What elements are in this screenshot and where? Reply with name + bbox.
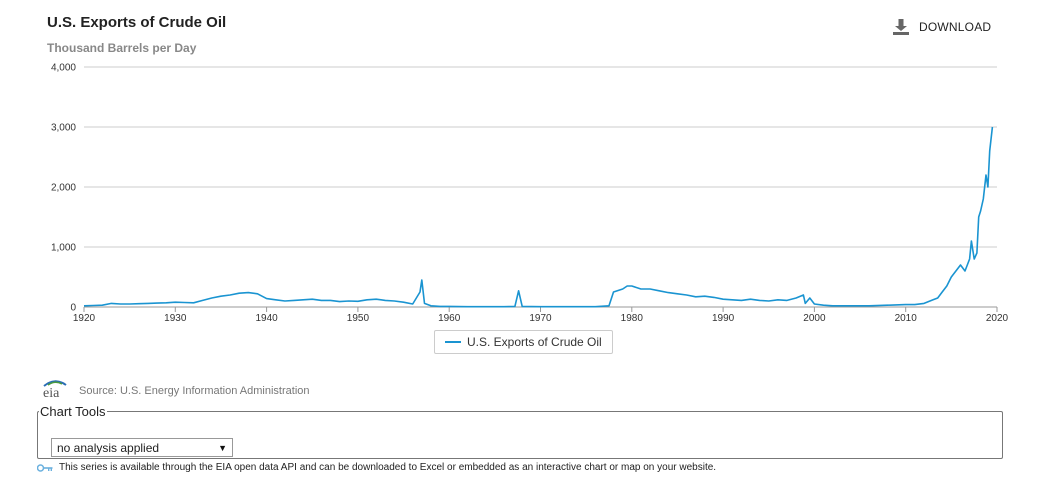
chart-plot: 0 1,000 2,000 3,000 4,000 1920 1930 1940 1950 196…: [51, 63, 1009, 325]
download-icon: [893, 19, 909, 35]
svg-text:eia: eia: [43, 386, 60, 399]
eia-logo: eia: [43, 380, 67, 399]
y-tick-label: 4,000: [51, 63, 76, 74]
x-tick-label: 1940: [255, 313, 278, 324]
x-tick-label: 2000: [803, 313, 826, 324]
legend-item[interactable]: U.S. Exports of Crude Oil: [434, 330, 613, 354]
x-tick-label: 1970: [529, 313, 552, 324]
dropdown-arrow-icon: ▼: [218, 442, 227, 453]
y-tick-label: 1,000: [51, 243, 76, 254]
y-tick-label: 0: [70, 303, 76, 314]
api-note: This series is available through the EIA…: [37, 462, 716, 473]
chart-subtitle: Thousand Barrels per Day: [47, 41, 197, 55]
source-text: Source: U.S. Energy Information Administ…: [79, 385, 310, 397]
chart-tools-panel: Chart Tools no analysis applied ▼: [37, 404, 1003, 459]
chart-title: U.S. Exports of Crude Oil: [47, 14, 227, 31]
x-tick-label: 2020: [986, 313, 1009, 324]
x-tick-label: 1920: [73, 313, 96, 324]
y-tick-label: 2,000: [51, 183, 76, 194]
x-tick-label: 1960: [438, 313, 461, 324]
x-tick-label: 2010: [895, 313, 918, 324]
legend-label: U.S. Exports of Crude Oil: [467, 335, 602, 349]
download-button[interactable]: DOWNLOAD: [893, 18, 991, 36]
x-tick-label: 1980: [621, 313, 644, 324]
y-tick-label: 3,000: [51, 123, 76, 134]
chart-tools-label: Chart Tools: [40, 404, 106, 419]
x-tick-label: 1930: [164, 313, 187, 324]
key-icon: [37, 463, 53, 472]
api-note-text: This series is available through the EIA…: [59, 462, 717, 473]
x-tick-label: 1950: [347, 313, 370, 324]
analysis-select[interactable]: no analysis applied ▼: [51, 438, 233, 457]
x-tick-label: 1990: [712, 313, 735, 324]
analysis-select-value: no analysis applied: [57, 440, 160, 455]
legend-swatch: [445, 341, 461, 343]
download-label: DOWNLOAD: [919, 20, 992, 34]
series-line[interactable]: [83, 126, 994, 308]
